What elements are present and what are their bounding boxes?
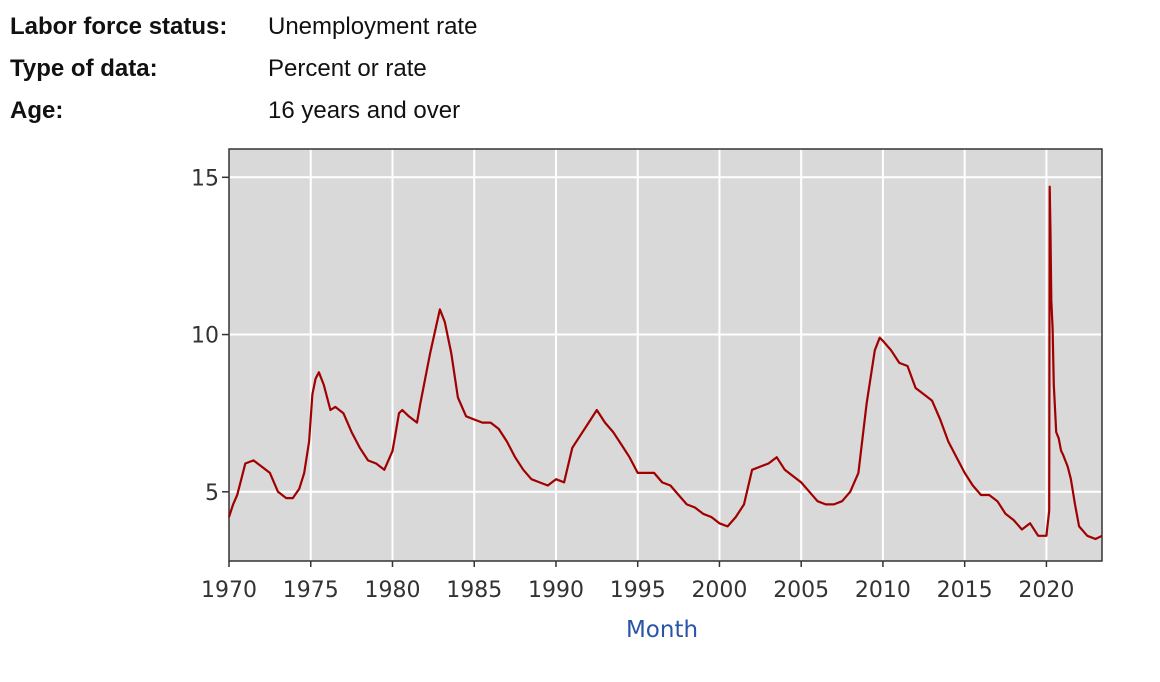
x-tick-label: 1970 bbox=[201, 578, 257, 603]
plot-border bbox=[228, 148, 1103, 562]
x-axis-title: Month bbox=[626, 617, 698, 643]
plot-background bbox=[229, 149, 1102, 561]
type-of-data-row: Type of data: Percent or rate bbox=[10, 48, 710, 90]
type-of-data-value: Percent or rate bbox=[268, 55, 427, 82]
labor-force-status-value: Unemployment rate bbox=[268, 13, 478, 40]
y-tick-label: 15 bbox=[191, 166, 219, 191]
series-line bbox=[227, 185, 1103, 541]
x-tick-label: 2005 bbox=[773, 578, 829, 603]
age-value: 16 years and over bbox=[268, 97, 461, 124]
x-tick-label: 2015 bbox=[937, 578, 993, 603]
x-tick-label: 2010 bbox=[855, 578, 911, 603]
age-row: Age: 16 years and over bbox=[10, 90, 710, 132]
x-tick-label: 2000 bbox=[691, 578, 747, 603]
type-of-data-label: Type of data: bbox=[10, 55, 158, 82]
x-tick-label: 1980 bbox=[364, 578, 420, 603]
grid-lines bbox=[229, 149, 1102, 561]
y-tick-label: 5 bbox=[205, 481, 219, 506]
labor-force-status-label: Labor force status: bbox=[10, 13, 228, 40]
x-tick-label: 1990 bbox=[528, 578, 584, 603]
y-tick-label: 10 bbox=[191, 324, 219, 349]
x-tick-label: 1985 bbox=[446, 578, 502, 603]
age-label: Age: bbox=[10, 97, 64, 124]
labor-force-status-row: Labor force status: Unemployment rate bbox=[10, 6, 710, 48]
x-tick-label: 1975 bbox=[283, 578, 339, 603]
axes: 1970 1975 1980 1985 1990 1995 2000 2005 2010 2015… bbox=[191, 166, 1074, 603]
x-tick-label: 2020 bbox=[1018, 578, 1074, 603]
metadata-panel: Labor force status: Unemployment rate Ty… bbox=[10, 6, 710, 132]
x-tick-label: 1995 bbox=[610, 578, 666, 603]
